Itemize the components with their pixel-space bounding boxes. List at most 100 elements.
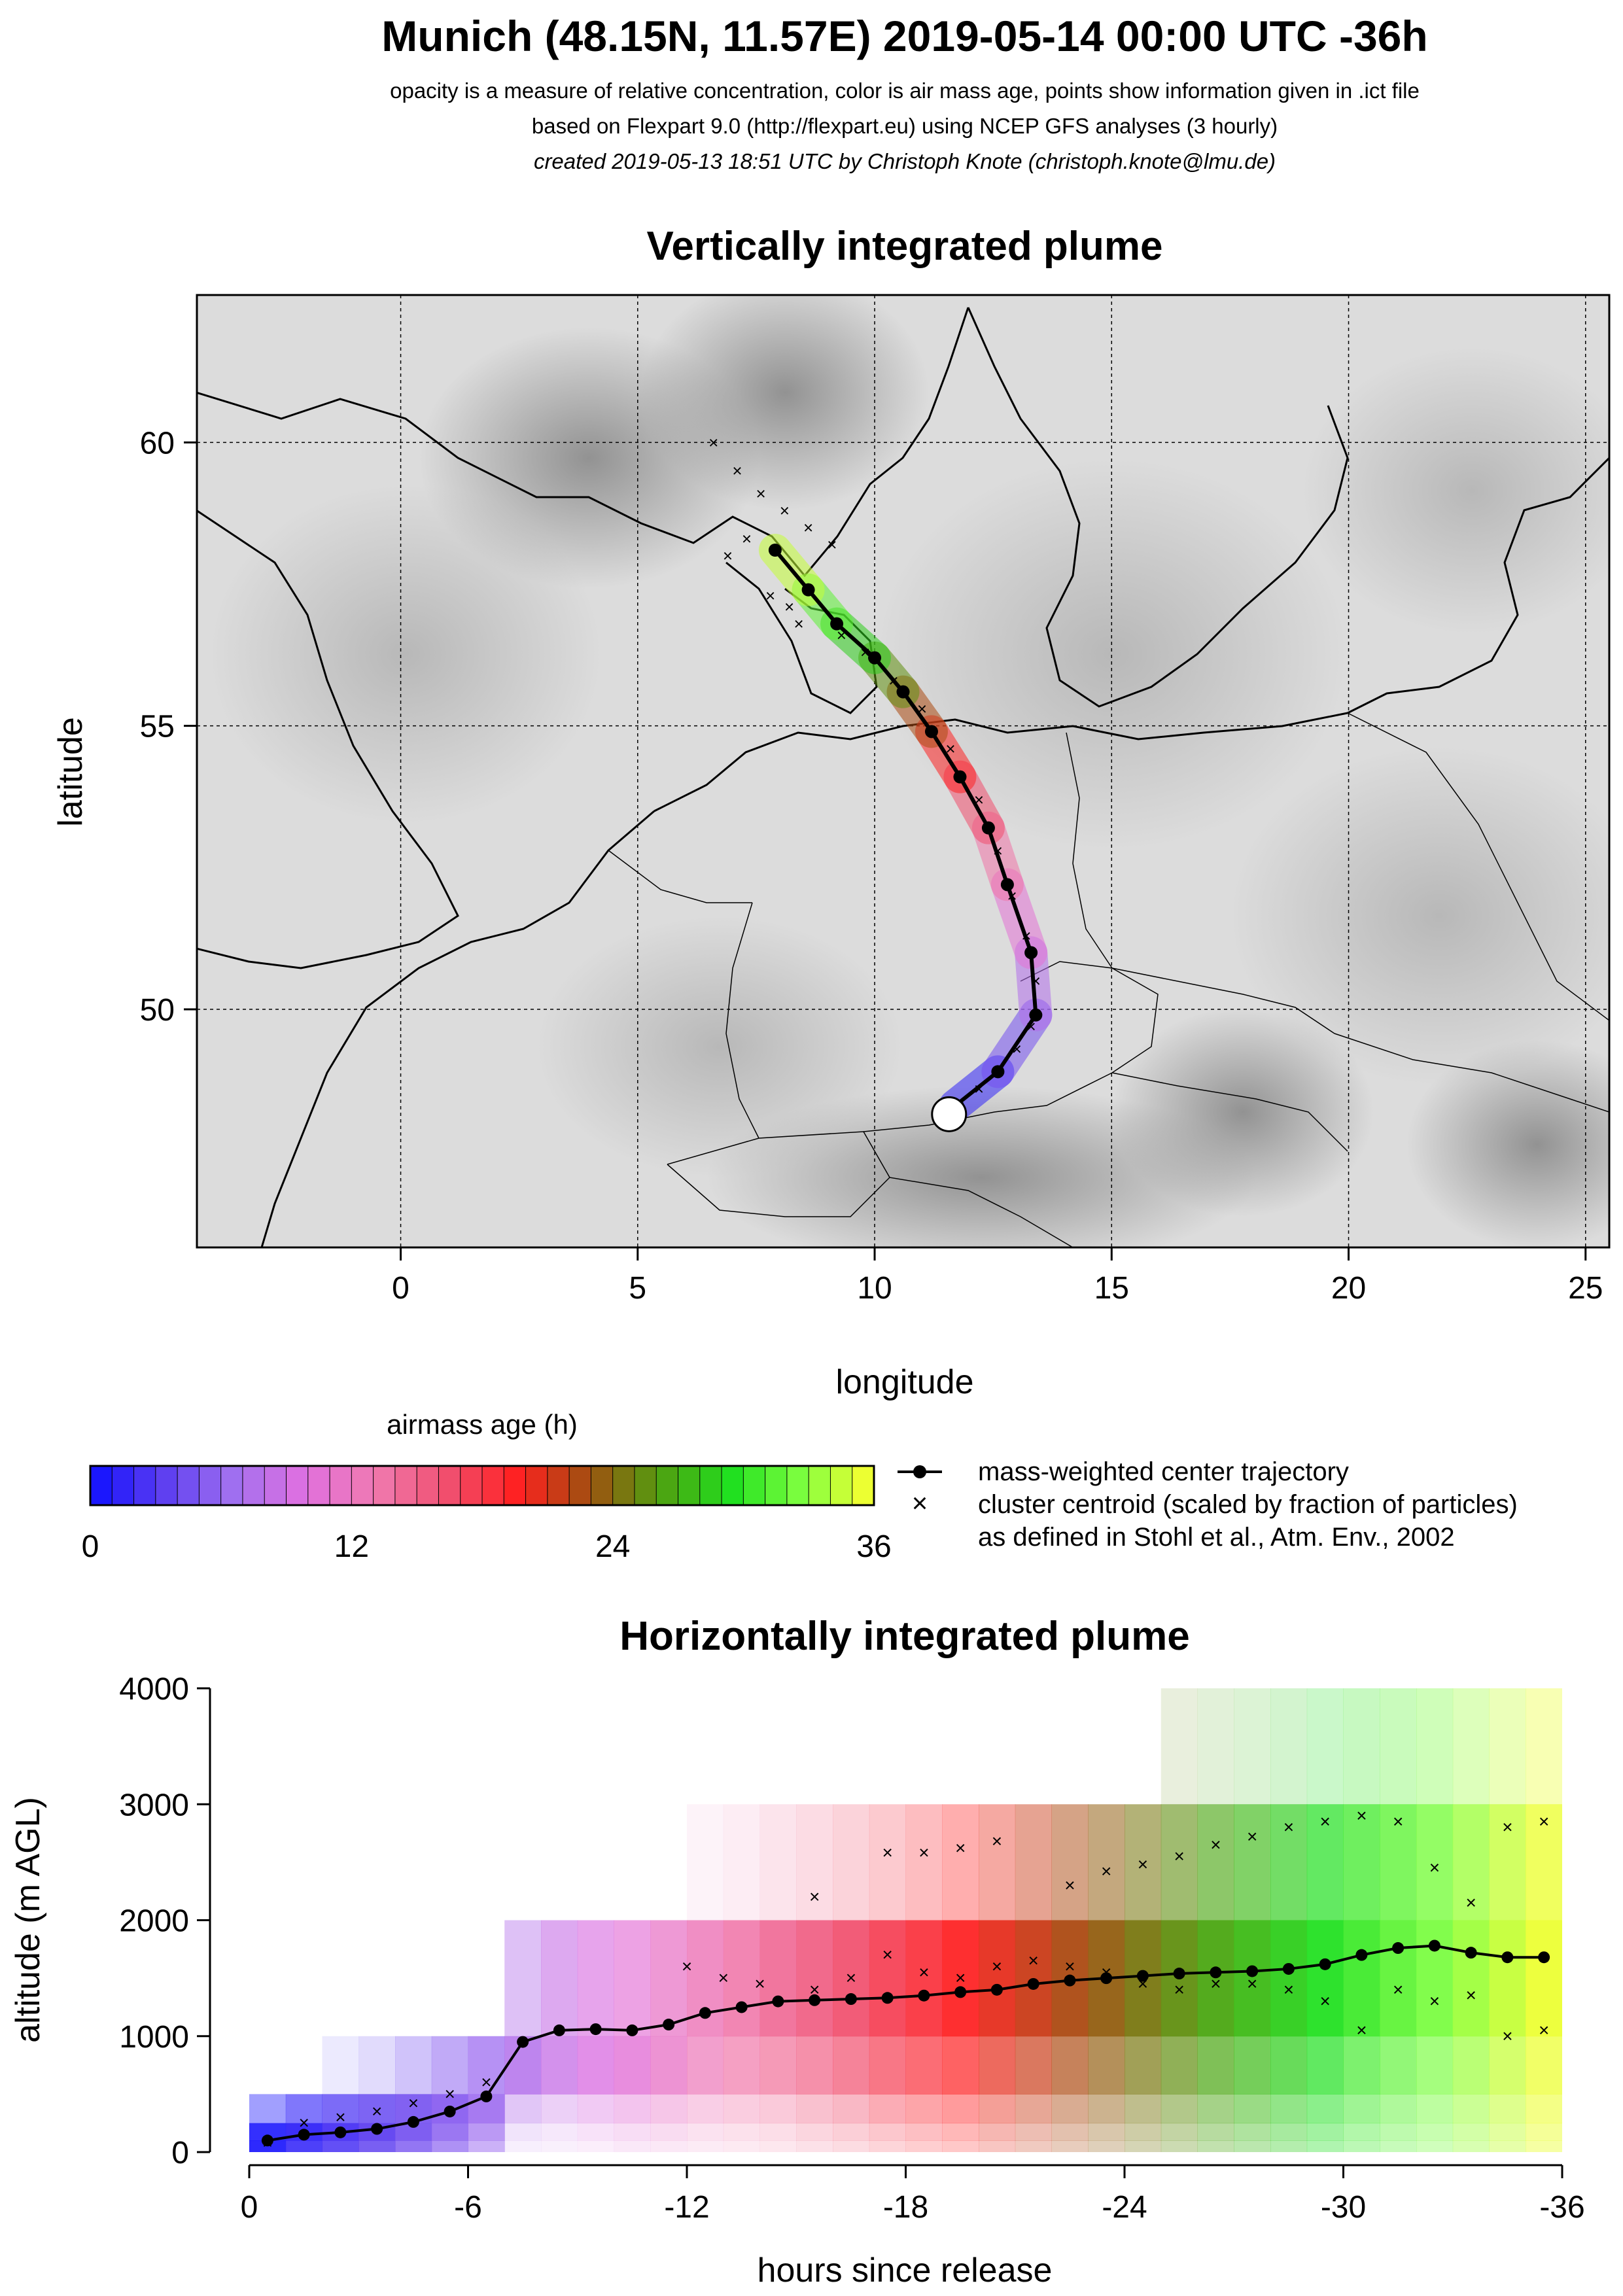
cluster-centroid-mark-2: × <box>756 483 766 503</box>
heatmap-cell-27-0 <box>1234 2140 1271 2152</box>
alt-y-tick-label-2: 2000 <box>119 1904 189 1939</box>
heatmap-cell-30-4 <box>1343 1920 1380 2037</box>
colorbar-cell-30 <box>742 1465 766 1506</box>
heatmap-cell-31-5 <box>1380 1804 1417 1921</box>
terrain-shade-3 <box>877 458 1348 850</box>
heatmap-cell-6-1 <box>468 2123 505 2141</box>
terrain-shading <box>209 295 1609 1247</box>
border-de-at <box>863 1072 1113 1132</box>
border-be <box>608 850 752 903</box>
alt-center-line <box>267 1944 1544 2142</box>
map-x-ticks: 0 5 10 15 20 25 <box>392 1247 1603 1306</box>
heatmap-cell-3-3 <box>358 2036 396 2095</box>
colorbar-cell-22 <box>568 1465 592 1506</box>
map-x-tick-label-5: 25 <box>1568 1271 1603 1306</box>
heatmap-cell-15-1 <box>796 2123 833 2141</box>
border-sk <box>1334 1033 1609 1113</box>
alt-cluster-mark-13: × <box>918 1962 929 1982</box>
cluster-centroid-mark-25: × <box>794 614 804 634</box>
alt-cluster-mark-37: × <box>1101 1861 1111 1881</box>
altitude-y-axis-label: altitude (m AGL) <box>9 1797 47 2043</box>
heatmap-cell-5-0 <box>431 2140 468 2152</box>
cluster-centroid-mark-24: × <box>765 585 775 605</box>
colorbar-cell-4 <box>177 1465 200 1506</box>
cluster-centroid-mark-13: × <box>945 739 955 758</box>
heatmap-cell-6-3 <box>468 2036 505 2095</box>
alt-cluster-mark-49: × <box>1539 1811 1549 1832</box>
colorbar-cell-16 <box>438 1465 461 1506</box>
alt-center-point-15 <box>809 1994 821 2006</box>
alt-center-point-9 <box>589 2023 602 2036</box>
alt-cluster-mark-7: × <box>682 1956 692 1976</box>
alt-cluster-mark-20: × <box>1174 1979 1184 2000</box>
heatmap-cell-16-5 <box>833 1804 870 1921</box>
heatmap-cell-12-1 <box>687 2123 724 2141</box>
center-trajectory-point-2 <box>1029 1008 1043 1022</box>
heatmap-cell-20-1 <box>979 2123 1016 2141</box>
alt-center-point-18 <box>918 1989 930 2002</box>
map-panel: Vertically integrated plume <box>52 224 1611 1401</box>
heatmap-cell-33-3 <box>1452 2036 1490 2095</box>
heatmap-cell-19-1 <box>942 2123 979 2141</box>
alt-center-point-14 <box>772 1995 784 2008</box>
map-x-tick-label-4: 20 <box>1331 1271 1366 1306</box>
alt-cluster-mark-48: × <box>1502 1817 1512 1837</box>
alt-center-point-23 <box>1100 1972 1113 1985</box>
alt-x-tick-label-6: -36 <box>1539 2190 1584 2225</box>
alt-center-point-7 <box>517 2036 529 2048</box>
alt-cluster-mark-15: × <box>992 1956 1002 1976</box>
heatmap-cell-31-1 <box>1380 2123 1417 2141</box>
alt-center-point-19 <box>954 1986 967 1998</box>
alt-cluster-mark-45: × <box>1393 1811 1403 1832</box>
colorbar-title: airmass age (h) <box>387 1409 578 1440</box>
heatmap-cell-27-3 <box>1234 2036 1271 2095</box>
legend-center-entry: mass-weighted center trajectory <box>898 1457 1349 1486</box>
heatmap-cell-16-4 <box>833 1920 870 2037</box>
heatmap-cell-5-1 <box>431 2123 468 2141</box>
colorbar-cell-2 <box>133 1465 156 1506</box>
heatmap-cell-12-5 <box>687 1804 724 1921</box>
colorbar-cell-19 <box>503 1465 527 1506</box>
alt-center-point-27 <box>1246 1965 1259 1977</box>
colorbar-cell-15 <box>416 1465 440 1506</box>
heatmap-cell-7-2 <box>504 2094 542 2124</box>
heatmap-cell-17-1 <box>869 2123 906 2141</box>
heatmap-cell-3-0 <box>358 2140 396 2152</box>
alt-center-point-29 <box>1319 1958 1331 1970</box>
colorbar-cell-17 <box>460 1465 483 1506</box>
heatmap-cell-16-1 <box>833 2123 870 2141</box>
alt-center-point-22 <box>1064 1974 1076 1987</box>
heatmap-cell-29-1 <box>1306 2123 1344 2141</box>
alt-cluster-mark-5: × <box>444 2083 455 2104</box>
alt-center-point-17 <box>881 1992 894 2004</box>
alt-center-point-26 <box>1210 1966 1222 1979</box>
heatmap-cell-30-6 <box>1343 1688 1380 1805</box>
alt-center-point-24 <box>1136 1970 1149 1982</box>
heatmap-cell-13-1 <box>723 2123 760 2141</box>
border-de-fr <box>725 902 759 1139</box>
alt-cluster-mark-27: × <box>1429 1991 1440 2011</box>
colorbar-cell-26 <box>655 1465 679 1506</box>
colorbar-cell-9 <box>286 1465 309 1506</box>
heatmap-cell-14-5 <box>759 1804 797 1921</box>
heatmap-cell-26-0 <box>1197 2140 1234 2152</box>
heatmap-cell-2-2 <box>322 2094 359 2124</box>
border-ch <box>667 1131 890 1178</box>
heatmap-cell-18-1 <box>905 2123 943 2141</box>
heatmap-cell-28-6 <box>1270 1688 1308 1805</box>
alt-cluster-mark-43: × <box>1319 1811 1330 1832</box>
heatmap-cell-14-2 <box>759 2094 797 2124</box>
heatmap-cell-24-1 <box>1125 2123 1162 2141</box>
alt-cluster-mark-46: × <box>1429 1858 1440 1878</box>
colorbar-cell-0 <box>90 1465 113 1506</box>
alt-center-point-5 <box>444 2105 456 2117</box>
colorbar-cell-13 <box>373 1465 396 1506</box>
heatmap-cell-14-1 <box>759 2123 797 2141</box>
heatmap-cell-8-3 <box>541 2036 578 2095</box>
heatmap-cell-23-5 <box>1088 1804 1125 1921</box>
alt-cluster-mark-29: × <box>1502 2026 1512 2046</box>
colorbar-cell-21 <box>547 1465 570 1506</box>
heatmap-cell-35-5 <box>1526 1804 1562 1921</box>
heatmap-cell-30-1 <box>1343 2123 1380 2141</box>
colorbar-cell-35 <box>852 1465 875 1506</box>
